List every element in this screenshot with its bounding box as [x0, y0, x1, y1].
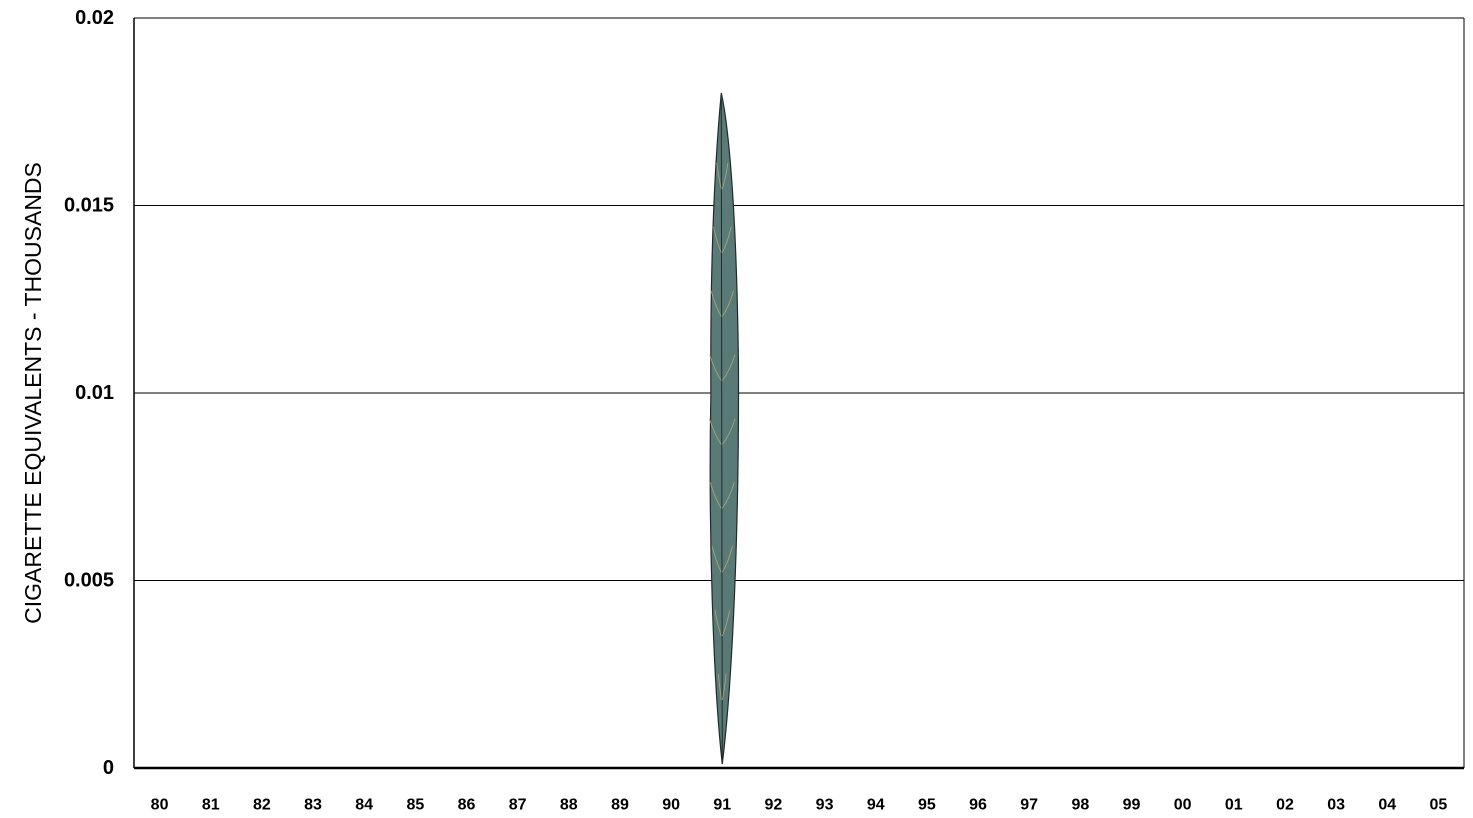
x-tick-label: 91: [713, 797, 731, 814]
leaf-vein: [713, 226, 722, 253]
x-tick-label: 95: [918, 797, 936, 814]
x-tick-label: 93: [816, 797, 834, 814]
leaf-vein: [721, 290, 734, 317]
y-tick-label: 0.01: [75, 382, 114, 404]
leaf-vein: [714, 610, 722, 637]
leaf-midrib: [720, 98, 723, 765]
x-tick-label: 81: [202, 797, 220, 814]
y-tick-label: 0.005: [64, 570, 114, 592]
leaf-vein: [721, 482, 735, 509]
leaf-vein: [721, 546, 733, 573]
leaf-vein: [721, 418, 736, 445]
leaf-vein: [721, 226, 732, 253]
leaf-body: [709, 92, 740, 765]
axes: [133, 18, 1465, 770]
x-tick-label: 80: [151, 797, 169, 814]
x-tick-label: 01: [1225, 797, 1243, 814]
leaf-vein: [716, 162, 722, 189]
x-tick-label: 00: [1174, 797, 1192, 814]
x-tick-label: 04: [1378, 797, 1396, 814]
leaf-vein: [711, 546, 722, 573]
leaf-vein: [710, 290, 722, 317]
x-tick-label: 02: [1276, 797, 1294, 814]
x-tick-label: 94: [867, 797, 885, 814]
x-tick-label: 85: [406, 797, 424, 814]
leaf-vein: [721, 162, 729, 189]
bar: [708, 92, 740, 765]
x-tick-label: 87: [509, 797, 527, 814]
y-axis-label: CIGARETTE EQUIVALENTS - THOUSANDS: [20, 162, 46, 624]
x-tick-label: 89: [611, 797, 629, 814]
leaf-vein: [721, 674, 727, 701]
x-tick-label: 84: [355, 797, 373, 814]
x-tick-label: 86: [458, 797, 476, 814]
x-tick-label: 97: [1020, 797, 1038, 814]
bars: [708, 92, 740, 765]
x-tick-label: 88: [560, 797, 578, 814]
x-tick-label: 82: [253, 797, 271, 814]
leaf-vein: [721, 610, 730, 637]
leaf-vein: [709, 482, 722, 509]
leaf-vein: [708, 418, 722, 445]
y-tick-label: 0.015: [64, 195, 114, 217]
gridlines: [134, 17, 1464, 581]
x-tick-labels: 80 81 82 83 84 85 86 87 88 89 90 91 92 93 94 95 96 97 98 99…: [151, 797, 1448, 814]
y-tick-label: 0.02: [75, 7, 114, 29]
leaf-vein: [721, 354, 736, 381]
x-tick-label: 92: [765, 797, 783, 814]
y-tick-labels: 0 0.005 0.01 0.015 0.02: [64, 7, 114, 779]
y-tick-label: 0: [103, 757, 114, 779]
x-tick-label: 83: [304, 797, 322, 814]
x-tick-label: 99: [1123, 797, 1141, 814]
x-tick-label: 03: [1327, 797, 1345, 814]
x-tick-label: 05: [1430, 797, 1448, 814]
x-tick-label: 90: [662, 797, 680, 814]
leaf-vein: [718, 674, 722, 701]
x-tick-label: 96: [969, 797, 987, 814]
x-tick-label: 98: [1071, 797, 1089, 814]
leaf-vein: [709, 354, 722, 381]
